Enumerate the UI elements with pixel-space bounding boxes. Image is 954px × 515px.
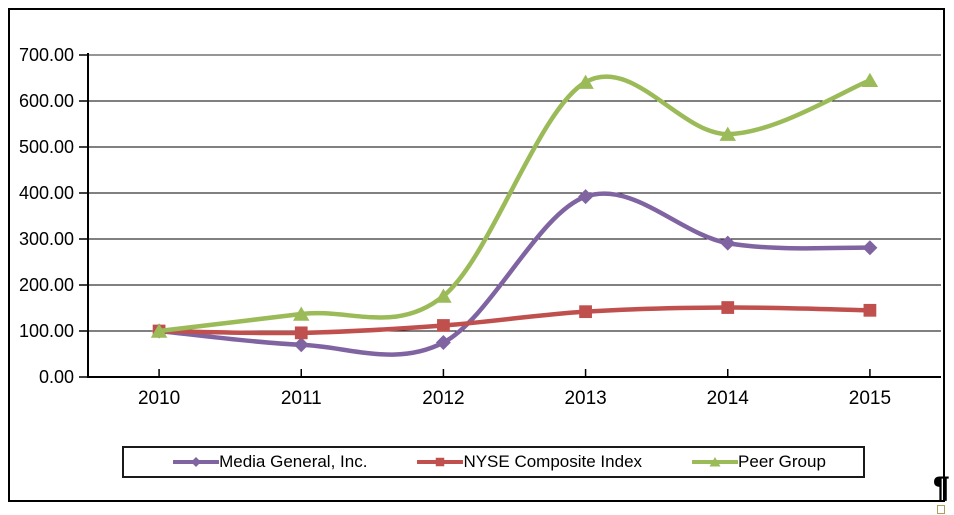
marker-square: [294, 326, 308, 340]
line-triangle-marker-icon: [691, 455, 740, 469]
x-tick-label: 2010: [138, 388, 180, 409]
marker-square: [863, 303, 877, 317]
x-tick-label: 2011: [281, 388, 322, 409]
marker-triangle: [293, 306, 310, 321]
legend-sample-svg: [172, 457, 221, 467]
marker-diamond: [435, 335, 451, 350]
y-tick-label: 0.00: [39, 367, 74, 387]
legend: Media General, Inc. NYSE Composite Index…: [122, 446, 865, 478]
marker-diamond: [862, 240, 878, 256]
y-tick-label: 100.00: [19, 321, 74, 341]
x-tick-label: 2015: [849, 388, 891, 409]
x-tick-label: 2012: [422, 388, 464, 409]
series-line-0: [156, 191, 873, 357]
legend-label-peer-group: Peer Group: [738, 452, 826, 471]
paragraph-mark: ¶: [933, 471, 950, 504]
y-tick-label: 600.00: [19, 91, 74, 111]
y-tick-label: 300.00: [19, 229, 74, 249]
marker-diamond: [720, 235, 736, 251]
legend-sample-svg: [691, 457, 740, 467]
marker-diamond: [191, 457, 202, 467]
marker-square: [437, 319, 450, 332]
line-square-marker-icon: [416, 455, 465, 469]
marker-triangle: [861, 72, 879, 88]
y-tick-label: 400.00: [19, 183, 74, 203]
clipped-character-box: [937, 505, 945, 514]
marker-triangle: [150, 323, 168, 338]
marker-square: [721, 301, 735, 314]
marker-diamond: [578, 189, 594, 205]
legend-label-nyse-composite: NYSE Composite Index: [463, 452, 643, 471]
marker-square: [436, 457, 445, 467]
y-tick-label: 700.00: [19, 45, 74, 65]
marker-square: [579, 305, 592, 319]
marker-triangle: [709, 457, 721, 467]
legend-sample-svg: [416, 457, 465, 467]
marker-triangle: [435, 288, 452, 303]
legend-item-nyse-composite: NYSE Composite Index: [416, 452, 643, 472]
series-line-2: [156, 74, 873, 334]
legend-item-peer-group: Peer Group: [691, 452, 826, 472]
line-diamond-marker-icon: [172, 455, 221, 469]
x-tick-label: 2013: [564, 388, 606, 409]
legend-label-media-general: Media General, Inc.: [219, 452, 368, 471]
marker-triangle: [577, 74, 594, 89]
marker-diamond: [293, 337, 309, 353]
legend-item-media-general: Media General, Inc.: [172, 452, 368, 472]
x-tick-label: 2014: [707, 388, 750, 409]
y-tick-label: 200.00: [19, 275, 74, 295]
marker-triangle: [719, 126, 736, 141]
series-line-1: [156, 305, 873, 336]
y-tick-label: 500.00: [19, 137, 74, 157]
